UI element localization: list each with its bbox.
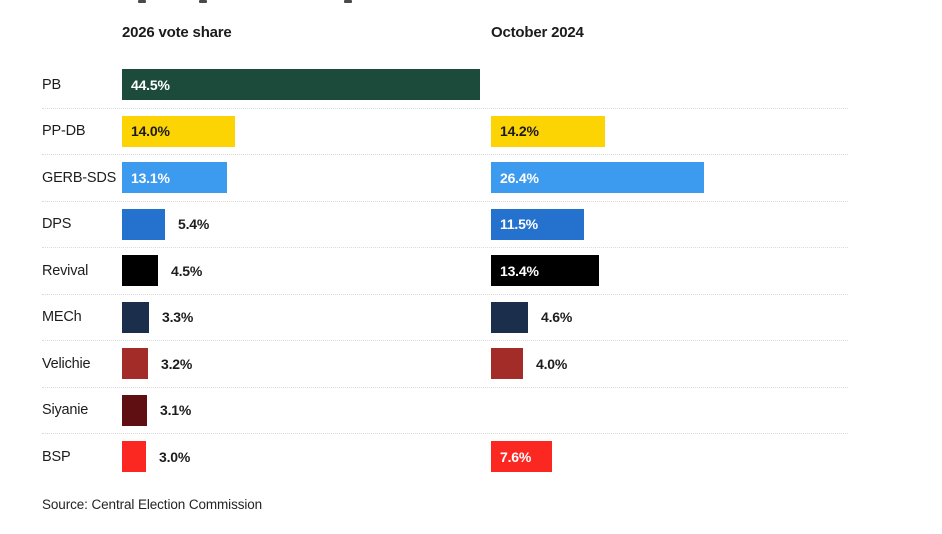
value-label: 3.0% <box>159 448 191 465</box>
value-label: 14.0% <box>131 123 170 140</box>
bar-cell-series-1: 13.4% <box>491 248 848 294</box>
bar-cell-series-0: 3.3% <box>122 295 491 341</box>
bar-cell-series-0: 3.0% <box>122 434 491 480</box>
chart-rows: PB 44.5% PP-DB 14.0% 14.2% GERB-SDS 13.1% 26.4%… <box>42 62 848 480</box>
bar-cell-series-0: 44.5% <box>122 62 491 108</box>
value-label: 44.5% <box>131 76 170 93</box>
bar-series-0 <box>122 394 147 426</box>
bar-cell-series-1: 26.4% <box>491 155 848 201</box>
bar-cell-series-0: 13.1% <box>122 155 491 201</box>
column-headers: 2026 vote share October 2024 <box>42 0 848 41</box>
bar-series-1: 13.4% <box>491 255 599 287</box>
value-label: 5.4% <box>178 216 210 233</box>
bar-cell-series-1: 14.2% <box>491 109 848 155</box>
chart-row: Velichie 3.2% 4.0% <box>42 341 848 388</box>
value-label: 4.5% <box>171 262 203 279</box>
bar-series-1: 26.4% <box>491 162 704 194</box>
party-label: Velichie <box>42 355 91 372</box>
bar-cell-series-0: 4.5% <box>122 248 491 294</box>
party-label: GERB-SDS <box>42 169 117 186</box>
comparison-bar-chart: 2026 vote share October 2024 PB 44.5% PP-D… <box>42 0 848 480</box>
bar-cell-series-1: 4.0% <box>491 341 848 387</box>
bar-cell-series-1: 7.6% <box>491 434 848 480</box>
value-label: 7.6% <box>500 448 532 465</box>
party-label: PB <box>42 76 61 93</box>
bar-cell-series-0: 3.2% <box>122 341 491 387</box>
bar-series-1 <box>491 348 523 380</box>
bar-series-1: 7.6% <box>491 441 552 473</box>
bar-series-0 <box>122 348 148 380</box>
cropped-title-fragment <box>199 0 207 3</box>
value-label: 3.1% <box>160 402 192 419</box>
chart-row: GERB-SDS 13.1% 26.4% <box>42 155 848 202</box>
bar-series-1: 11.5% <box>491 208 584 240</box>
chart-row: Siyanie 3.1% <box>42 388 848 434</box>
party-label: Revival <box>42 262 89 279</box>
bar-cell-series-0: 3.1% <box>122 388 491 434</box>
bar-cell-series-1 <box>491 388 848 434</box>
value-label: 3.2% <box>161 355 193 372</box>
value-label: 26.4% <box>500 169 539 186</box>
value-label: 4.6% <box>541 309 573 326</box>
bar-series-0: 44.5% <box>122 69 480 101</box>
bar-series-0 <box>122 301 149 333</box>
bar-cell-series-0: 14.0% <box>122 109 491 155</box>
source-note: Source: Central Election Commission <box>42 497 263 512</box>
cropped-title-fragment <box>138 0 146 3</box>
bar-series-0: 13.1% <box>122 162 227 194</box>
bar-cell-series-1: 4.6% <box>491 295 848 341</box>
value-label: 11.5% <box>500 216 538 233</box>
value-label: 13.4% <box>500 262 539 279</box>
bar-cell-series-1 <box>491 62 848 108</box>
value-label: 14.2% <box>500 123 539 140</box>
value-label: 13.1% <box>131 169 170 186</box>
bar-series-0: 14.0% <box>122 115 235 147</box>
chart-row: DPS 5.4% 11.5% <box>42 202 848 248</box>
bar-series-0 <box>122 208 165 240</box>
value-label: 4.0% <box>536 355 568 372</box>
bar-series-1 <box>491 301 528 333</box>
party-label: PP-DB <box>42 123 86 140</box>
bar-series-0 <box>122 255 158 287</box>
column-header-oct2024: October 2024 <box>491 23 584 41</box>
party-label: BSP <box>42 448 71 465</box>
bar-cell-series-0: 5.4% <box>122 202 491 248</box>
column-header-2026: 2026 vote share <box>122 23 232 41</box>
chart-row: BSP 3.0% 7.6% <box>42 434 848 480</box>
bar-series-0 <box>122 441 146 473</box>
chart-row: PB 44.5% <box>42 62 848 109</box>
value-label: 3.3% <box>162 309 194 326</box>
bar-cell-series-1: 11.5% <box>491 202 848 248</box>
chart-row: Revival 4.5% 13.4% <box>42 248 848 295</box>
bar-series-1: 14.2% <box>491 115 605 147</box>
chart-row: MECh 3.3% 4.6% <box>42 295 848 341</box>
party-label: MECh <box>42 309 82 326</box>
party-label: DPS <box>42 216 72 233</box>
party-label: Siyanie <box>42 402 89 419</box>
cropped-title-fragment <box>344 0 352 3</box>
chart-row: PP-DB 14.0% 14.2% <box>42 109 848 155</box>
